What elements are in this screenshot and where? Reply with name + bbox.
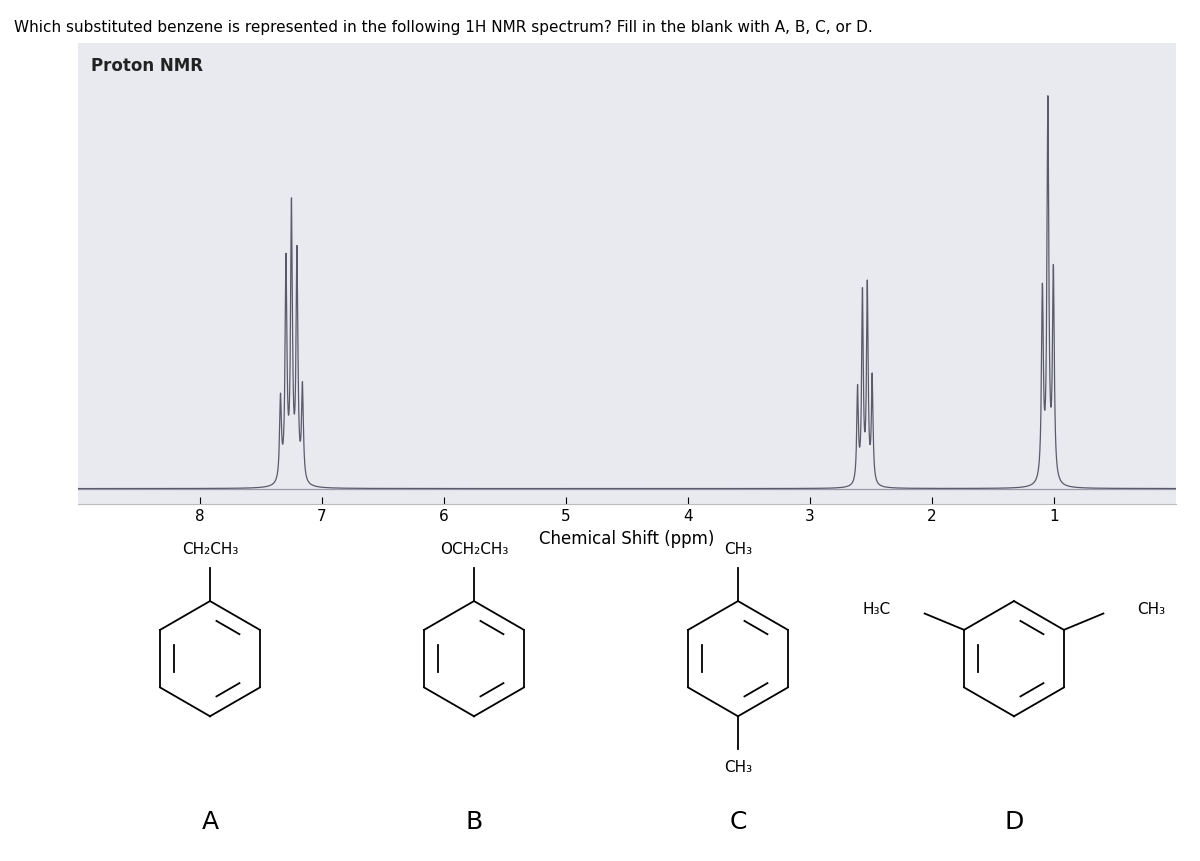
- Text: A: A: [202, 810, 218, 834]
- Text: OCH₂CH₃: OCH₂CH₃: [440, 542, 508, 557]
- Text: CH₂CH₃: CH₂CH₃: [182, 542, 238, 557]
- Text: D: D: [1004, 810, 1024, 834]
- Text: CH₃: CH₃: [724, 760, 752, 776]
- X-axis label: Chemical Shift (ppm): Chemical Shift (ppm): [539, 530, 715, 548]
- Text: Proton NMR: Proton NMR: [91, 57, 203, 75]
- Text: B: B: [466, 810, 482, 834]
- Text: C: C: [730, 810, 746, 834]
- Text: CH₃: CH₃: [1136, 602, 1165, 616]
- Text: H₃C: H₃C: [863, 602, 892, 616]
- Text: Which substituted benzene is represented in the following 1H NMR spectrum? Fill : Which substituted benzene is represented…: [14, 20, 874, 34]
- Text: CH₃: CH₃: [724, 542, 752, 557]
